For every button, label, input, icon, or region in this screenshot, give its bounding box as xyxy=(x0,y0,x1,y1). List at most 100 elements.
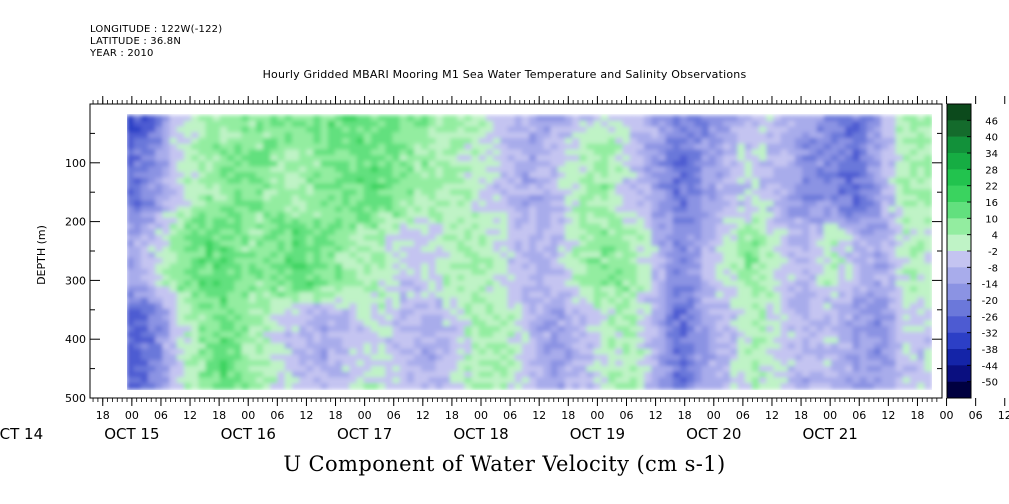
heatmap-cell xyxy=(564,251,574,259)
heatmap-cell xyxy=(823,195,832,202)
heatmap-cell xyxy=(255,280,265,288)
heatmap-cell xyxy=(356,314,365,322)
heatmap-cell xyxy=(636,217,645,225)
heatmap-cell xyxy=(449,348,459,356)
heatmap-cell xyxy=(550,155,559,162)
heatmap-cell xyxy=(176,212,185,219)
heatmap-cell xyxy=(557,200,566,208)
heatmap-cell xyxy=(370,143,380,151)
heatmap-cell xyxy=(672,263,681,271)
heatmap-cell xyxy=(334,177,344,185)
heatmap-cell xyxy=(133,303,142,310)
heatmap-cell xyxy=(536,166,545,174)
heatmap-cell xyxy=(550,189,559,197)
heatmap-cell xyxy=(730,234,739,242)
heatmap-cell xyxy=(708,172,717,179)
heatmap-cell xyxy=(205,177,214,185)
heatmap-cell xyxy=(514,297,523,305)
heatmap-cell xyxy=(334,326,344,333)
heatmap-cell xyxy=(629,172,638,179)
heatmap-cell xyxy=(306,212,315,219)
heatmap-cell xyxy=(493,320,502,328)
heatmap-cell xyxy=(342,251,351,259)
heatmap-cell xyxy=(874,189,883,197)
heatmap-cell xyxy=(313,331,322,339)
heatmap-cell xyxy=(658,189,667,197)
heatmap-cell xyxy=(644,217,653,225)
heatmap-cell xyxy=(780,234,789,242)
heatmap-cell xyxy=(564,149,574,157)
heatmap-cell xyxy=(651,280,660,288)
heatmap-cell xyxy=(715,126,725,134)
heatmap-cell xyxy=(866,126,875,134)
heatmap-cell xyxy=(579,189,588,197)
heatmap-cell xyxy=(191,251,200,259)
heatmap-cell xyxy=(414,263,423,271)
heatmap-cell xyxy=(306,223,315,231)
heatmap-cell xyxy=(579,115,588,122)
heatmap-cell xyxy=(313,172,322,179)
heatmap-cell xyxy=(708,257,717,265)
heatmap-cell xyxy=(485,234,495,242)
heatmap-cell xyxy=(370,291,380,299)
heatmap-cell xyxy=(148,348,157,356)
heatmap-cell xyxy=(866,326,875,333)
heatmap-cell xyxy=(529,143,538,151)
heatmap-cell xyxy=(155,297,164,305)
heatmap-cell xyxy=(435,354,444,362)
heatmap-cell xyxy=(723,280,732,288)
heatmap-cell xyxy=(270,348,279,356)
heatmap-cell xyxy=(270,234,279,242)
heatmap-cell xyxy=(299,297,308,305)
heatmap-cell xyxy=(471,286,480,293)
heatmap-cell xyxy=(148,183,157,191)
heatmap-cell xyxy=(162,172,171,179)
heatmap-cell xyxy=(629,240,638,248)
heatmap-cell xyxy=(751,308,760,316)
heatmap-cell xyxy=(636,348,645,356)
heatmap-cell xyxy=(572,303,581,310)
heatmap-cell xyxy=(148,280,157,288)
heatmap-cell xyxy=(485,331,495,339)
heatmap-cell xyxy=(378,126,387,134)
heatmap-cell xyxy=(133,308,142,316)
heatmap-cell xyxy=(421,166,430,174)
heatmap-cell xyxy=(176,354,185,362)
heatmap-cell xyxy=(306,365,315,373)
heatmap-cell xyxy=(184,234,193,242)
heatmap-cell xyxy=(529,297,538,305)
heatmap-cell xyxy=(600,274,610,282)
heatmap-cell xyxy=(586,303,595,310)
heatmap-cell xyxy=(342,166,351,174)
heatmap-cell xyxy=(421,263,430,271)
heatmap-cell xyxy=(536,348,545,356)
heatmap-cell xyxy=(809,149,818,157)
heatmap-cell xyxy=(730,212,739,219)
heatmap-cell xyxy=(464,138,473,145)
heatmap-cell xyxy=(543,263,552,271)
heatmap-cell xyxy=(694,166,703,174)
heatmap-cell xyxy=(370,314,380,322)
heatmap-cell xyxy=(385,314,394,322)
heatmap-cell xyxy=(349,246,358,253)
heatmap-cell xyxy=(435,337,444,345)
heatmap-cell xyxy=(334,263,344,271)
heatmap-cell xyxy=(780,303,789,310)
heatmap-cell xyxy=(859,246,868,253)
heatmap-cell xyxy=(385,155,394,162)
heatmap-cell xyxy=(385,234,394,242)
heatmap-cell xyxy=(320,234,329,242)
heatmap-cell xyxy=(457,166,466,174)
heatmap-cell xyxy=(751,143,760,151)
heatmap-cell xyxy=(514,206,523,214)
heatmap-cell xyxy=(529,337,538,345)
heatmap-cell xyxy=(787,115,796,122)
heatmap-cell xyxy=(737,320,746,328)
heatmap-cell xyxy=(356,297,365,305)
heatmap-cell xyxy=(787,149,796,157)
heatmap-cell xyxy=(881,326,890,333)
heatmap-cell xyxy=(478,160,487,168)
heatmap-cell xyxy=(866,206,875,214)
heatmap-cell xyxy=(449,149,459,157)
heatmap-cell xyxy=(816,320,825,328)
